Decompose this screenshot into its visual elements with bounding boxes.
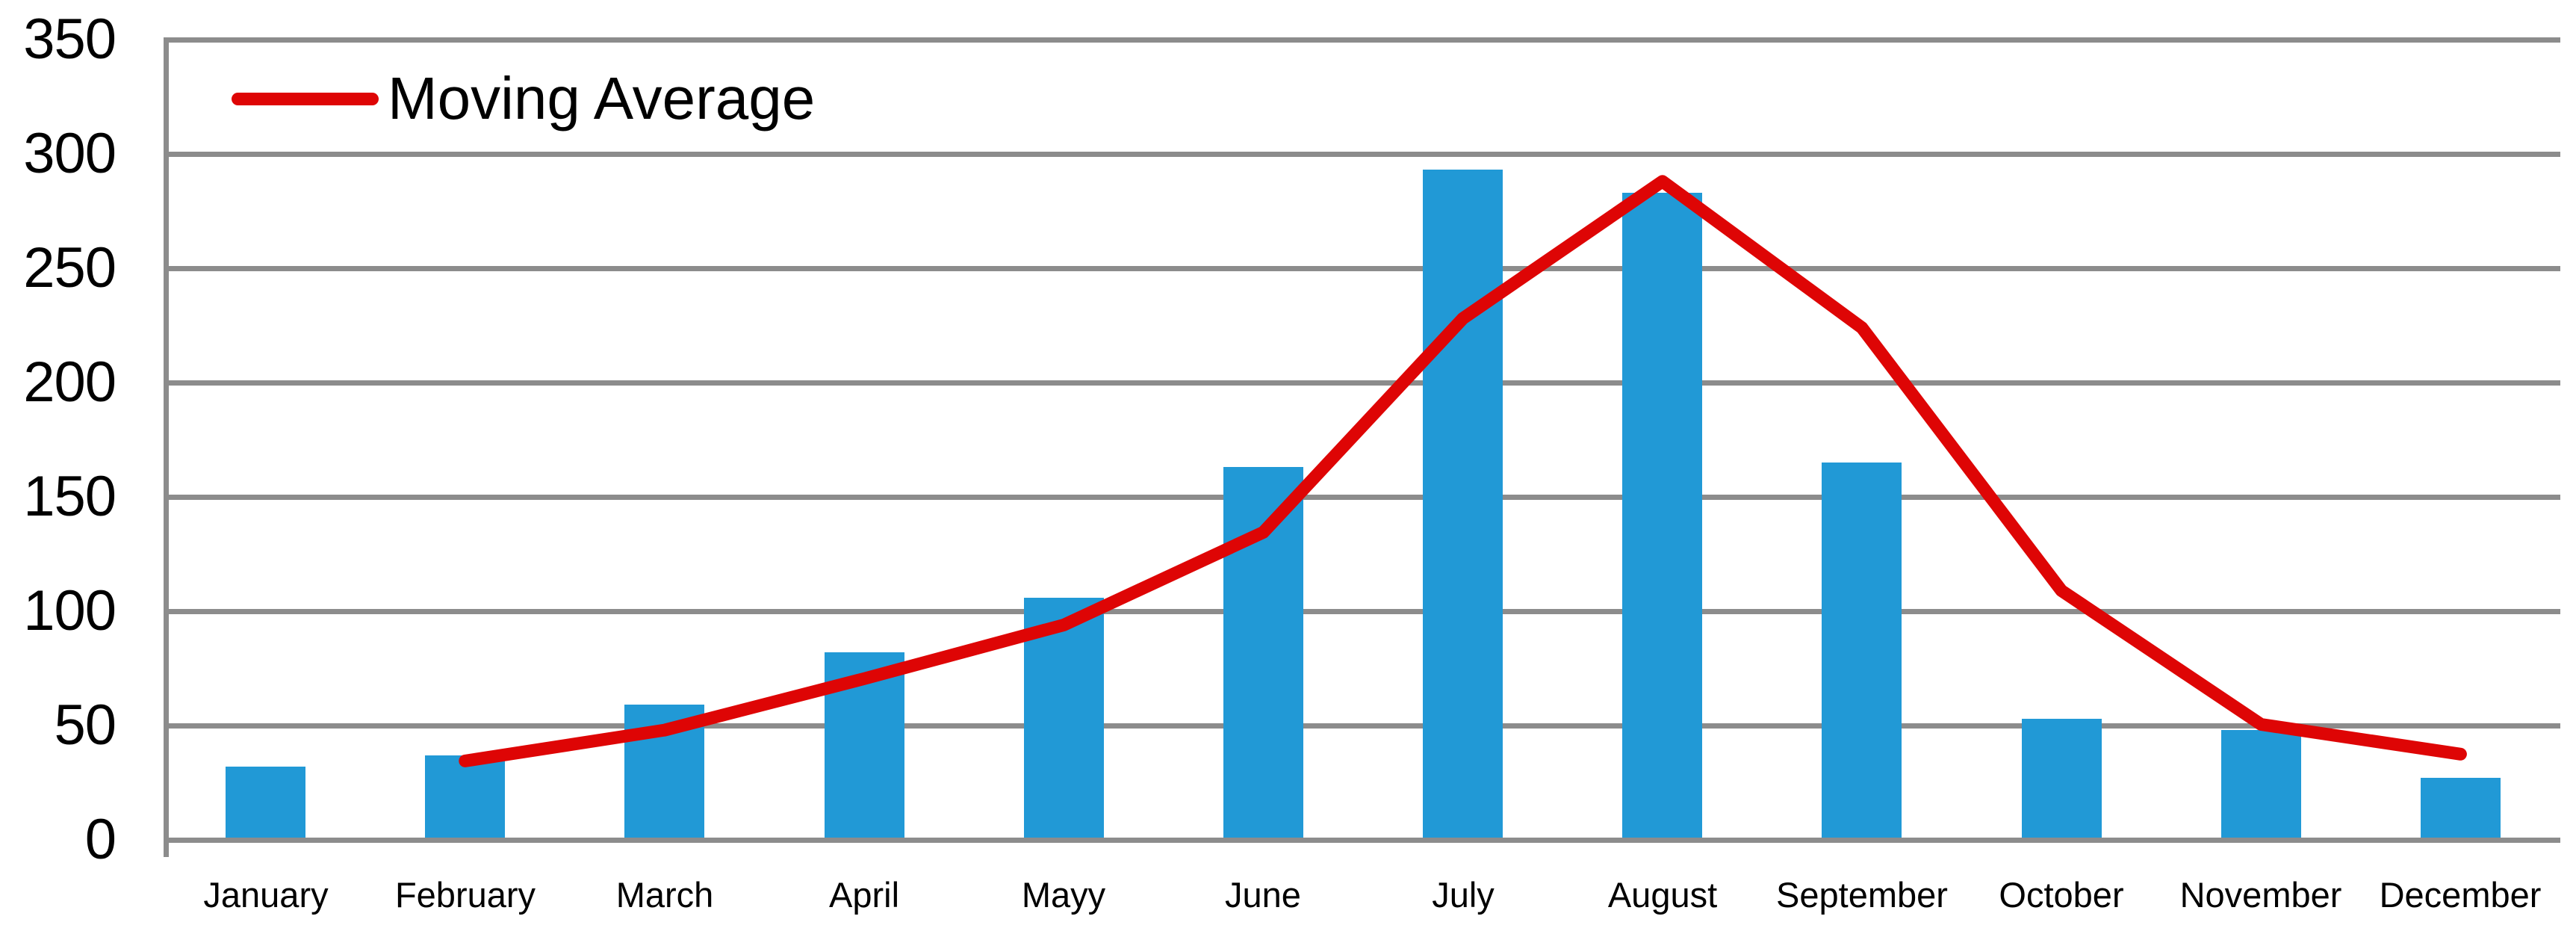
y-tick-label-200: 200 <box>23 350 117 414</box>
y-axis-line <box>164 37 169 857</box>
bar-november <box>2221 730 2301 840</box>
bar-january <box>226 767 305 840</box>
legend-line-sample-icon <box>232 92 379 105</box>
y-tick-label-50: 50 <box>54 693 117 757</box>
y-tick-label-300: 300 <box>23 122 117 185</box>
bar-october <box>2022 719 2102 840</box>
gridline-100 <box>166 609 2560 614</box>
gridline-350 <box>166 37 2560 43</box>
bar-december <box>2421 778 2501 840</box>
bar-september <box>1822 463 1902 840</box>
x-tick-label-august: August <box>1607 875 1718 915</box>
bar-july <box>1423 170 1503 840</box>
x-tick-label-april: April <box>828 875 900 915</box>
gridline-50 <box>166 723 2560 729</box>
x-tick-label-september: September <box>1776 875 1948 915</box>
x-tick-label-july: July <box>1432 875 1495 915</box>
bar-february <box>425 755 505 840</box>
x-tick-label-january: January <box>203 875 329 915</box>
moving-average-polyline <box>459 175 2467 767</box>
gridline-250 <box>166 266 2560 271</box>
x-tick-label-march: March <box>615 875 714 915</box>
y-tick-label-350: 350 <box>23 7 117 71</box>
x-tick-label-february: February <box>394 875 536 915</box>
gridline-300 <box>166 152 2560 157</box>
x-tick-label-june: June <box>1225 875 1301 915</box>
legend-label: Moving Average <box>388 65 816 132</box>
x-tick-label-mayy: Mayy <box>1021 875 1106 915</box>
x-tick-label-november: November <box>2179 875 2342 915</box>
y-tick-label-250: 250 <box>23 236 117 300</box>
y-tick-label-100: 100 <box>23 579 117 643</box>
x-tick-label-october: October <box>1999 875 2124 915</box>
legend: Moving Average <box>232 66 815 132</box>
y-tick-label-150: 150 <box>23 465 117 528</box>
bar-august <box>1622 193 1702 840</box>
y-tick-label-0: 0 <box>84 808 117 871</box>
x-tick-label-december: December <box>2379 875 2542 915</box>
gridline-200 <box>166 380 2560 386</box>
gridline-150 <box>166 495 2560 500</box>
x-axis-line <box>166 838 2560 843</box>
